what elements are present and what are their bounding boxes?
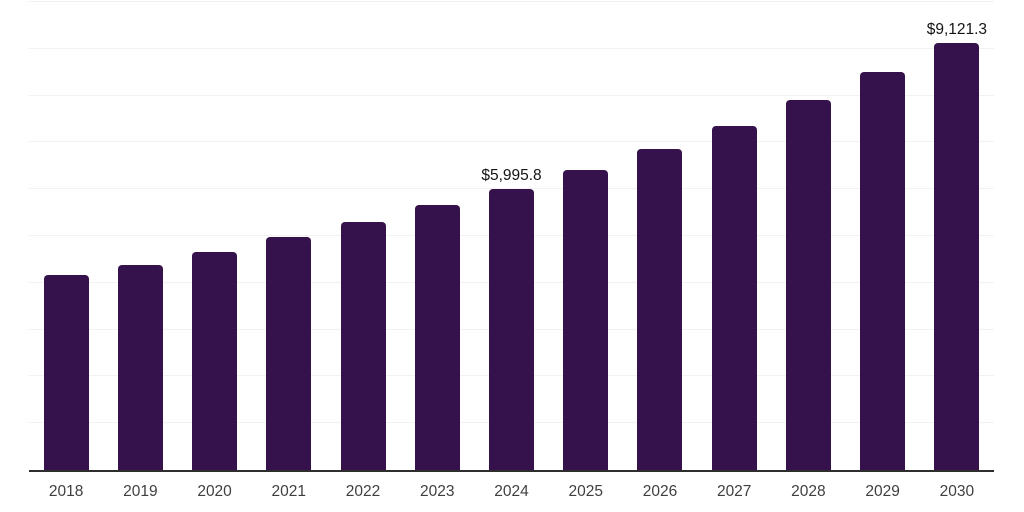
x-tick-2025: 2025	[568, 483, 603, 500]
x-axis: 2018 2019 2020 2021 2022 2023 2024 2025 2026 2027…	[29, 483, 994, 503]
x-tick-2020: 2020	[197, 483, 232, 500]
bar-2024[interactable]	[489, 189, 534, 470]
x-tick-2024: 2024	[494, 483, 529, 500]
bar-2026[interactable]	[637, 149, 683, 470]
x-tick-2030: 2030	[939, 483, 975, 500]
bar-2021[interactable]	[266, 237, 312, 470]
x-tick-2028: 2028	[791, 483, 826, 500]
gridline-9000	[29, 47, 994, 49]
x-tick-2021: 2021	[271, 483, 307, 500]
bar-2029[interactable]	[860, 72, 906, 470]
bar-2018[interactable]	[43, 275, 89, 470]
bar-2028[interactable]	[785, 100, 831, 470]
x-tick-2022: 2022	[345, 483, 381, 500]
x-tick-2026: 2026	[642, 483, 678, 500]
bar-2019[interactable]	[117, 264, 163, 470]
gridline-10000	[29, 1, 994, 2]
value-label-2024: $5,995.8	[481, 166, 542, 184]
x-tick-2027: 2027	[716, 483, 752, 500]
gridline-7000	[29, 141, 994, 143]
bar-2025[interactable]	[563, 170, 609, 470]
x-tick-2019: 2019	[123, 483, 158, 500]
bar-2023[interactable]	[414, 205, 460, 470]
bar-2027[interactable]	[711, 126, 757, 470]
gridline-6000	[29, 188, 994, 190]
bar-2022[interactable]	[340, 222, 386, 470]
plot-area: $5,995.8 $9,121.3	[29, 1, 994, 472]
bar-2030[interactable]	[934, 43, 980, 470]
x-tick-2023: 2023	[420, 483, 455, 500]
gridline-8000	[29, 94, 994, 96]
x-tick-2018: 2018	[48, 483, 84, 500]
value-label-2030: $9,121.3	[926, 20, 988, 38]
x-tick-2029: 2029	[865, 483, 900, 500]
bar-2020[interactable]	[192, 251, 238, 470]
